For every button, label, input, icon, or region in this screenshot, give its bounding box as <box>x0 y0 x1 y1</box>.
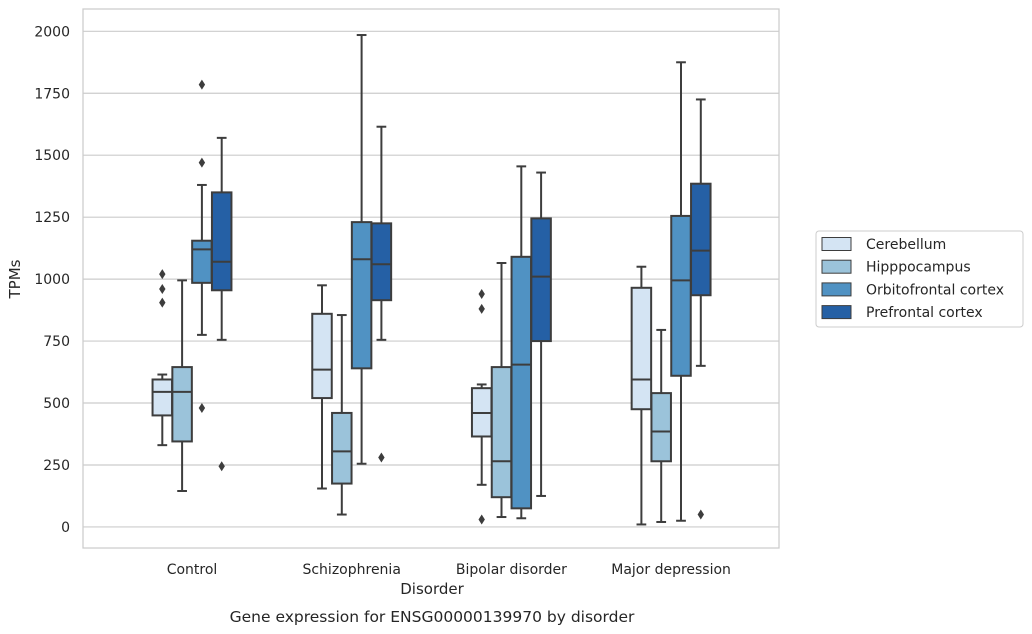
box-schizophrenia <box>311 284 333 490</box>
box-control <box>210 136 233 472</box>
y-axis-label: TPMs <box>6 259 24 299</box>
outlier-point <box>478 288 485 299</box>
y-tick-label: 1750 <box>34 86 70 102</box>
outlier-point <box>159 297 166 308</box>
legend-swatch <box>821 237 852 251</box>
box-body <box>151 378 174 417</box>
legend-swatch <box>821 305 852 320</box>
box-body <box>210 191 233 292</box>
outlier-point <box>159 284 166 295</box>
series-hipppocampus <box>171 262 672 523</box>
y-axis-tick-labels: 0 250 500 750 1000 1250 1500 1750 2000 <box>34 24 70 536</box>
y-tick-label: 250 <box>43 458 70 474</box>
box-body <box>191 239 213 284</box>
outlier-point <box>697 509 704 520</box>
legend-label: Prefrontal cortex <box>866 305 983 321</box>
box-body <box>690 182 712 297</box>
box-body <box>331 411 353 485</box>
legend-label: Cerebellum <box>866 237 946 253</box>
box-bipolar-disorder <box>510 165 533 520</box>
legend: Cerebellum Hipppocampus Orbitofrontal cort… <box>815 230 1024 328</box>
box-control <box>151 269 174 447</box>
box-bipolar-disorder <box>470 288 493 525</box>
box-body <box>350 221 373 370</box>
x-tick-label: Bipolar disorder <box>456 562 567 578</box>
box-body <box>311 312 333 400</box>
x-axis-label: Disorder <box>400 580 464 598</box>
legend-label: Hipppocampus <box>866 260 971 276</box>
box-schizophrenia <box>331 314 353 516</box>
box-body <box>530 217 552 343</box>
x-tick-label: Control <box>167 562 218 578</box>
legend-swatch <box>821 282 852 297</box>
box-bipolar-disorder <box>490 262 513 519</box>
series-prefrontal-cortex <box>210 98 712 520</box>
plot-area-frame <box>82 8 780 549</box>
box-major-depression <box>690 98 712 520</box>
box-major-depression <box>670 61 692 522</box>
box-control <box>171 279 193 493</box>
outlier-point <box>198 402 206 413</box>
series-orbitofrontal-cortex <box>191 34 692 522</box>
y-tick-label: 1500 <box>34 148 70 164</box>
outlier-point <box>478 514 485 525</box>
legend-frame <box>815 230 1024 328</box>
y-tick-label: 0 <box>61 520 70 536</box>
x-axis-tick-labels: Control Schizophrenia Bipolar disorder Majo… <box>167 562 731 578</box>
y-tick-label: 1250 <box>34 210 70 226</box>
box-schizophrenia <box>350 34 373 465</box>
box-body <box>630 286 653 411</box>
outlier-point <box>198 79 206 90</box>
box-body <box>370 222 393 302</box>
box-series <box>151 34 712 526</box>
y-tick-label: 2000 <box>34 24 70 40</box>
box-body <box>670 214 692 377</box>
legend-label: Orbitofrontal cortex <box>866 282 1004 298</box>
box-major-depression <box>650 328 672 523</box>
x-tick-label: Major depression <box>611 562 731 578</box>
y-tick-label: 750 <box>43 334 70 350</box>
outlier-point <box>478 303 485 314</box>
box-body <box>490 366 513 499</box>
box-major-depression <box>630 265 653 526</box>
box-body <box>171 366 193 443</box>
box-body <box>650 392 672 463</box>
outlier-point <box>159 269 166 280</box>
box-schizophrenia <box>370 125 393 463</box>
y-tick-label: 1000 <box>34 272 70 288</box>
x-tick-label: Schizophrenia <box>302 562 400 578</box>
chart-caption: Gene expression for ENSG00000139970 by d… <box>230 608 635 626</box>
series-cerebellum <box>151 265 653 526</box>
box-bipolar-disorder <box>530 171 552 497</box>
box-control <box>191 79 213 413</box>
box-body <box>510 255 533 510</box>
legend-swatch <box>821 259 852 274</box>
y-tick-label: 500 <box>43 396 70 412</box>
outlier-point <box>378 452 385 463</box>
outlier-point <box>198 157 206 168</box>
outlier-point <box>218 461 225 472</box>
